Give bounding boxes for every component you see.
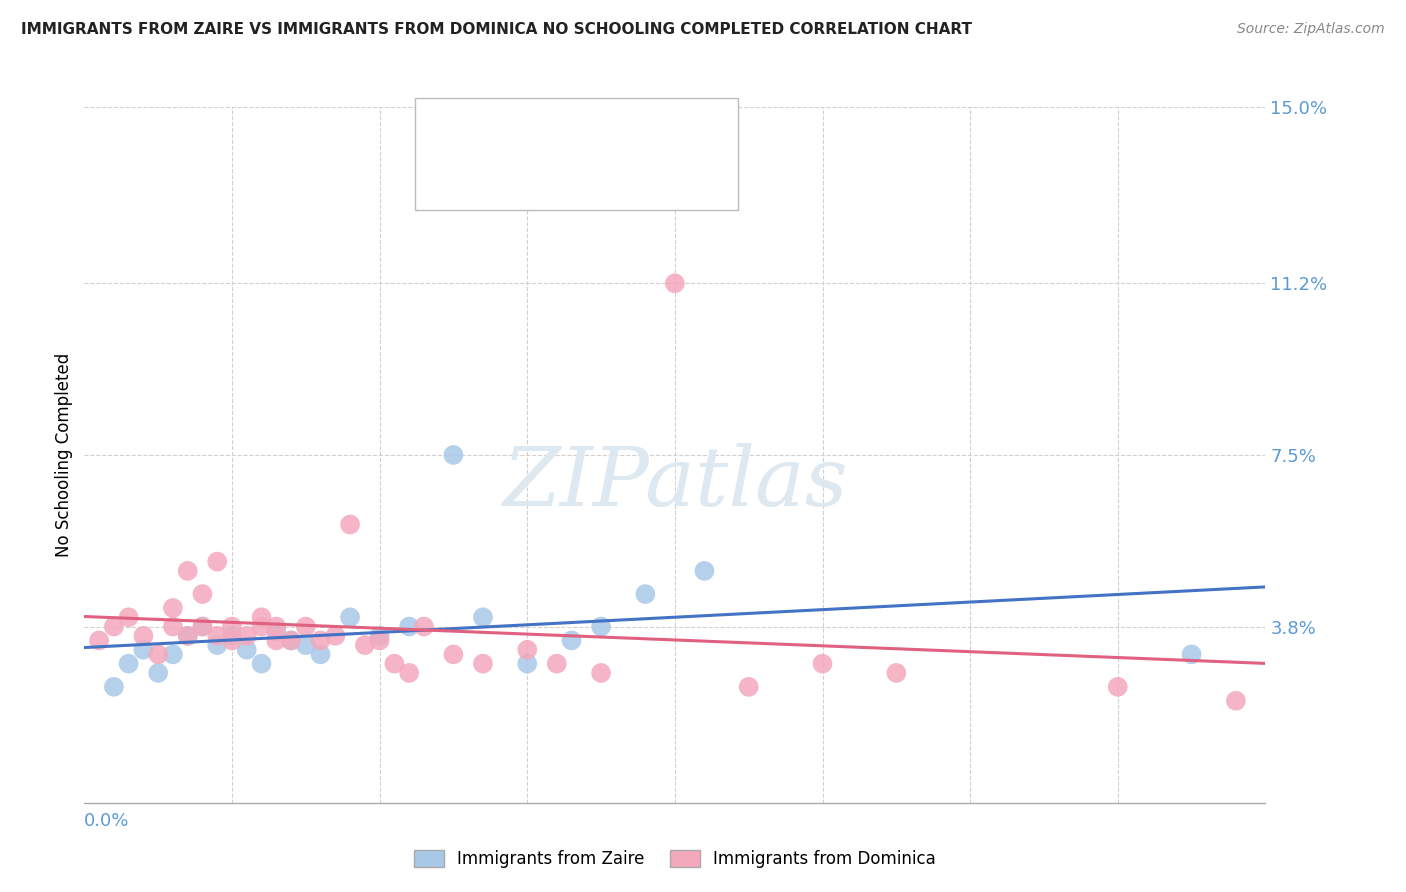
Point xyxy=(250,619,273,633)
Point xyxy=(323,629,347,643)
Text: 26: 26 xyxy=(614,120,640,138)
Point xyxy=(472,657,495,671)
Point xyxy=(886,665,908,680)
Point xyxy=(205,638,228,652)
Point xyxy=(811,657,834,671)
Point xyxy=(177,564,200,578)
Point xyxy=(250,610,273,624)
Text: 0.0%: 0.0% xyxy=(84,812,129,830)
Point xyxy=(221,633,243,648)
Legend: Immigrants from Zaire, Immigrants from Dominica: Immigrants from Zaire, Immigrants from D… xyxy=(408,843,942,874)
Point xyxy=(132,629,155,643)
Point xyxy=(339,517,361,532)
Point xyxy=(89,633,111,648)
Point xyxy=(118,657,141,671)
Text: ZIPatlas: ZIPatlas xyxy=(502,442,848,523)
Point xyxy=(472,610,495,624)
Point xyxy=(368,633,391,648)
Point xyxy=(516,642,538,657)
Point xyxy=(737,680,759,694)
Point xyxy=(443,648,465,662)
Point xyxy=(148,648,170,662)
Point xyxy=(162,619,184,633)
Point xyxy=(295,638,318,652)
Point xyxy=(177,629,200,643)
Text: 41: 41 xyxy=(614,161,640,178)
Point xyxy=(221,629,243,643)
Point xyxy=(162,648,184,662)
Text: Source: ZipAtlas.com: Source: ZipAtlas.com xyxy=(1237,22,1385,37)
Point xyxy=(546,657,568,671)
Point xyxy=(118,610,141,624)
Point xyxy=(354,638,377,652)
Point xyxy=(191,619,214,633)
Text: N =: N = xyxy=(572,161,609,178)
Point xyxy=(280,633,302,648)
Point xyxy=(191,619,214,633)
Text: N =: N = xyxy=(572,120,609,138)
Point xyxy=(591,619,613,633)
Point xyxy=(250,657,273,671)
Point xyxy=(162,601,184,615)
Point xyxy=(693,564,716,578)
Point xyxy=(398,619,420,633)
Text: 0.391: 0.391 xyxy=(512,120,568,138)
Point xyxy=(103,619,125,633)
Point xyxy=(413,619,436,633)
Text: R =: R = xyxy=(467,120,503,138)
Point xyxy=(236,629,259,643)
Point xyxy=(205,629,228,643)
Point xyxy=(205,555,228,569)
Point xyxy=(191,587,214,601)
Point xyxy=(368,629,391,643)
Point xyxy=(1107,680,1129,694)
Point xyxy=(443,448,465,462)
Point xyxy=(309,648,332,662)
Point xyxy=(1181,648,1204,662)
Point xyxy=(591,665,613,680)
Point xyxy=(280,633,302,648)
Point xyxy=(382,657,406,671)
Point xyxy=(148,665,170,680)
Point xyxy=(560,633,583,648)
Point xyxy=(236,642,259,657)
Text: R =: R = xyxy=(467,161,503,178)
Point xyxy=(295,619,318,633)
Point xyxy=(177,629,200,643)
Point xyxy=(634,587,657,601)
Text: IMMIGRANTS FROM ZAIRE VS IMMIGRANTS FROM DOMINICA NO SCHOOLING COMPLETED CORRELA: IMMIGRANTS FROM ZAIRE VS IMMIGRANTS FROM… xyxy=(21,22,972,37)
Point xyxy=(339,610,361,624)
Text: -0.251: -0.251 xyxy=(512,161,576,178)
Point xyxy=(132,642,155,657)
Point xyxy=(664,277,686,291)
Point xyxy=(516,657,538,671)
Point xyxy=(221,619,243,633)
Point xyxy=(264,619,288,633)
Point xyxy=(264,633,288,648)
Y-axis label: No Schooling Completed: No Schooling Completed xyxy=(55,353,73,557)
Point xyxy=(398,665,420,680)
Point xyxy=(264,624,288,639)
Point xyxy=(309,633,332,648)
Point xyxy=(103,680,125,694)
Point xyxy=(1225,694,1247,708)
